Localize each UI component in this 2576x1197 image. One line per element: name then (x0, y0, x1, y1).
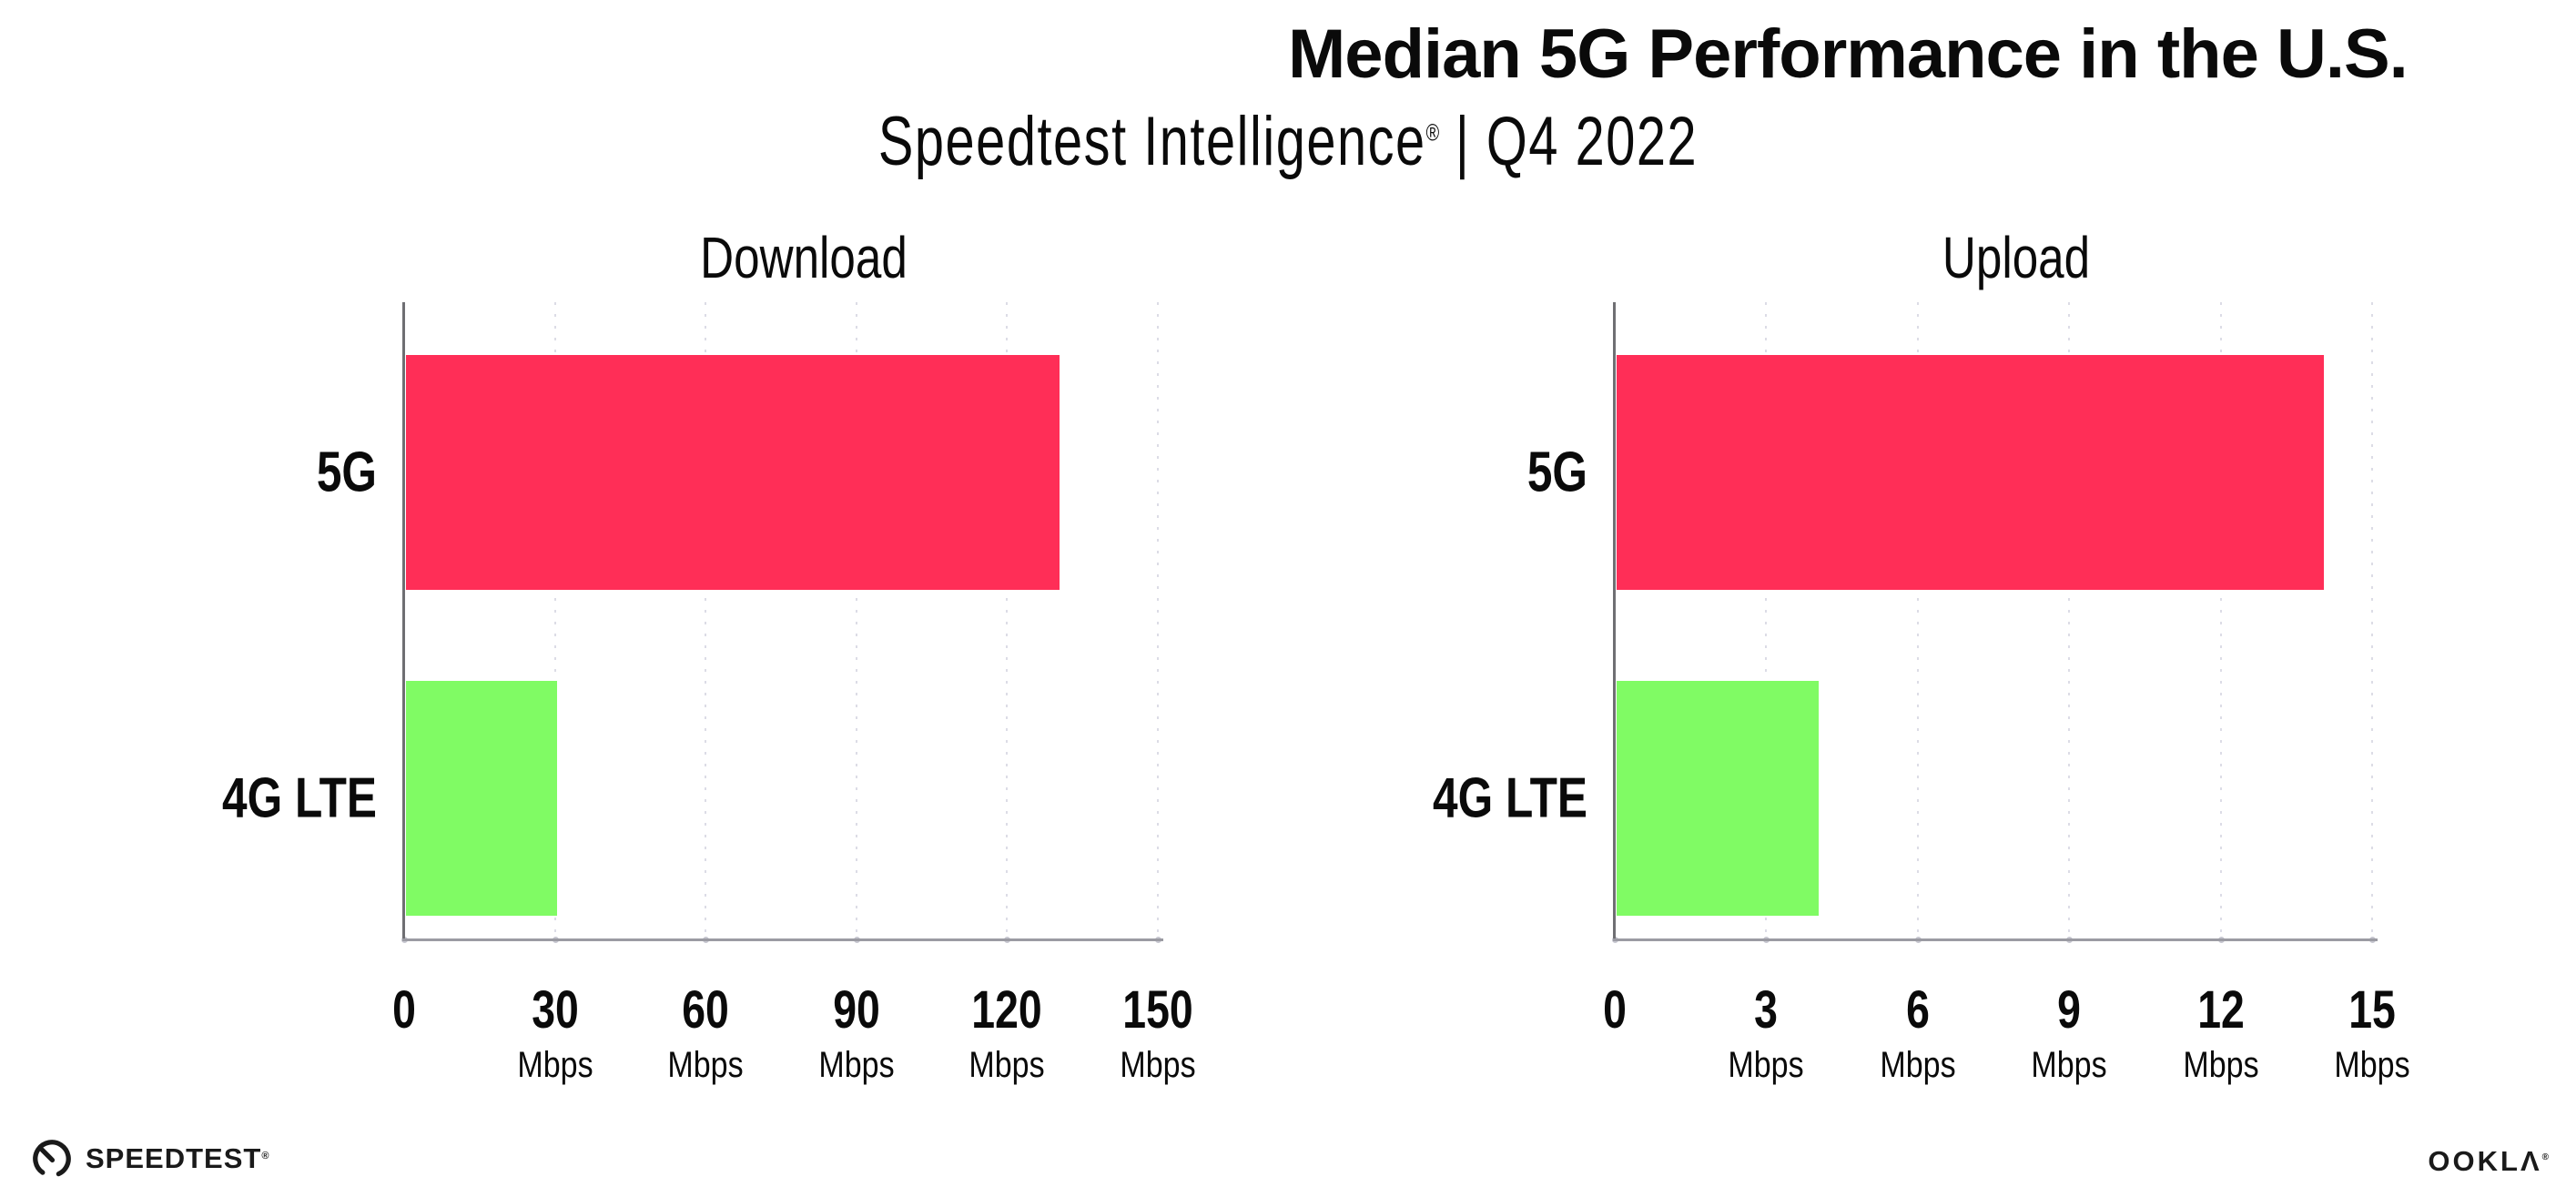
gridline (1006, 302, 1009, 938)
subtitle-brand: Speedtest Intelligence (877, 103, 1426, 180)
x-tick-label: 120 (971, 980, 1043, 1040)
x-tick-unit: Mbps (517, 1045, 593, 1085)
bar-4g-lte (406, 681, 557, 916)
category-label-4g-lte: 4G LTE (222, 766, 377, 830)
chart-title-upload: Upload (1942, 225, 2091, 290)
registered-mark-icon: ® (1425, 118, 1440, 147)
gridline (1916, 302, 1919, 938)
y-axis (402, 302, 405, 941)
x-axis (402, 938, 1163, 941)
chart-title-download: Download (700, 225, 908, 290)
gridline (2219, 302, 2222, 938)
x-tick-unit: Mbps (1880, 1045, 1956, 1085)
x-tick-unit: Mbps (2334, 1045, 2410, 1085)
x-tick-unit: Mbps (969, 1045, 1045, 1085)
gridline (1765, 302, 1768, 938)
x-tick-label: 6 (1905, 980, 1930, 1040)
x-tick-label: 60 (682, 980, 729, 1040)
gridline (855, 302, 857, 938)
gridline (2068, 302, 2071, 938)
ookla-registered-icon: ® (2541, 1152, 2549, 1162)
category-label-4g-lte: 4G LTE (1433, 766, 1587, 830)
x-tick-unit: Mbps (1728, 1045, 1804, 1085)
x-tick-label: 9 (2057, 980, 2082, 1040)
y-axis (1613, 302, 1616, 941)
x-axis (1613, 938, 2378, 941)
speedtest-gauge-icon (31, 1138, 73, 1180)
speedtest-wordmark-text: SPEEDTEST (86, 1142, 262, 1174)
speedtest-wordmark: SPEEDTEST® (86, 1142, 269, 1175)
x-tick-label: 0 (392, 980, 416, 1040)
page-title: Median 5G Performance in the U.S. (1288, 15, 2409, 93)
x-tick-label: 12 (2196, 980, 2245, 1040)
x-tick-unit: Mbps (667, 1045, 744, 1085)
bar-4g-lte (1617, 681, 1819, 916)
gridline (2371, 302, 2373, 938)
x-tick-label: 15 (2348, 980, 2396, 1040)
x-tick-unit: Mbps (2031, 1045, 2107, 1085)
gridline (1157, 302, 1159, 938)
speedtest-logo: SPEEDTEST® (31, 1138, 269, 1180)
subtitle-period: | Q4 2022 (1439, 103, 1699, 180)
gridline (553, 302, 556, 938)
x-tick-unit: Mbps (2183, 1045, 2259, 1085)
category-label-5g: 5G (316, 441, 377, 504)
x-tick-label: 30 (531, 980, 579, 1040)
x-tick-unit: Mbps (818, 1045, 895, 1085)
gridline (705, 302, 707, 938)
ookla-wordmark-text: OOKLΛ (2428, 1145, 2542, 1177)
speedtest-registered-icon: ® (261, 1151, 270, 1161)
x-tick-label: 3 (1754, 980, 1779, 1040)
page-subtitle: Speedtest Intelligence® | Q4 2022 (878, 102, 1698, 181)
x-tick-label: 0 (1603, 980, 1627, 1040)
x-tick-label: 90 (832, 980, 880, 1040)
bar-5g (1617, 355, 2324, 590)
x-tick-label: 150 (1122, 980, 1193, 1040)
x-tick-unit: Mbps (1120, 1045, 1196, 1085)
ookla-logo: OOKLΛ® (2428, 1145, 2549, 1178)
category-label-5g: 5G (1526, 441, 1587, 504)
bar-5g (406, 355, 1060, 590)
